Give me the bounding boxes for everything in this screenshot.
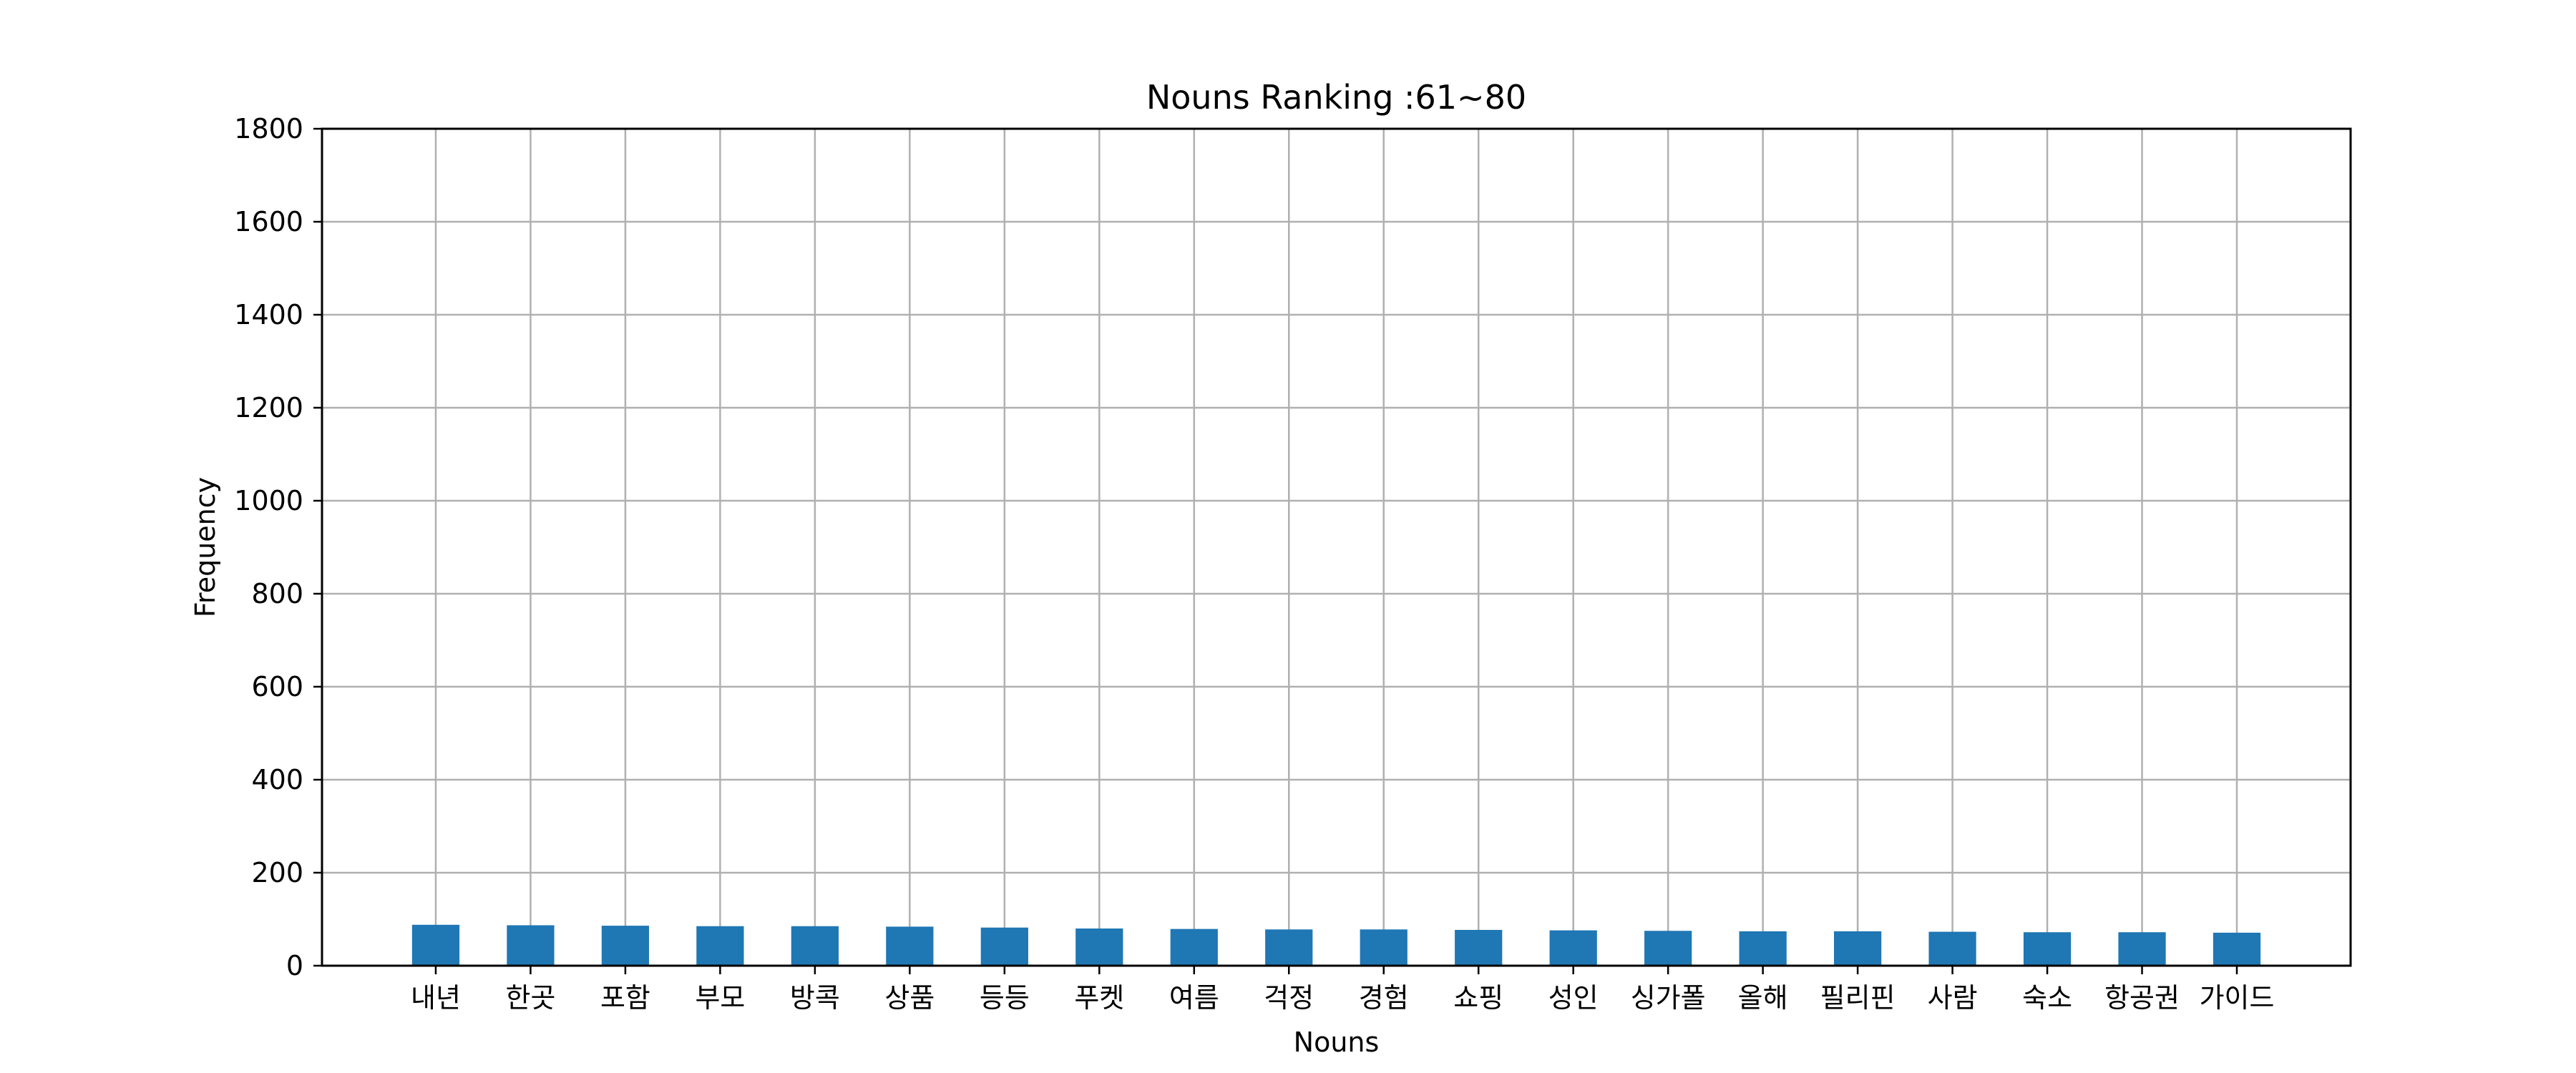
bar [1455, 929, 1503, 966]
x-tick-label: 항공권 [2104, 982, 2180, 1014]
bar [1549, 930, 1597, 966]
x-tick-label: 방콕 [790, 982, 840, 1014]
x-tick-label: 등등 [980, 982, 1030, 1014]
bar [1075, 929, 1123, 966]
bars [411, 924, 2261, 966]
x-tick-label: 여름 [1169, 982, 1219, 1014]
bar [1360, 929, 1407, 966]
y-tick-label: 800 [251, 578, 303, 609]
y-axis-ticks: 0 200 400 600 800 1000 1200 1400 1600 1800 [234, 113, 322, 981]
x-tick-label: 올해 [1738, 982, 1788, 1014]
y-tick-label: 1200 [234, 392, 303, 423]
y-tick-label: 1400 [234, 299, 303, 330]
x-tick-label: 내년 [411, 982, 461, 1014]
bar [791, 926, 839, 966]
bar [886, 926, 934, 966]
x-axis-title: Nouns [1294, 1027, 1380, 1058]
chart-title: Nouns Ranking :61~80 [1146, 78, 1526, 117]
x-tick-label: 성인 [1548, 982, 1599, 1014]
x-tick-label: 가이드 [2200, 982, 2275, 1014]
bar [1834, 931, 1882, 966]
bar [2118, 932, 2166, 966]
bar [601, 926, 650, 966]
x-tick-label: 싱가폴 [1631, 982, 1706, 1014]
bar [1170, 929, 1218, 966]
x-tick-label: 사람 [1928, 982, 1978, 1014]
y-axis-title: Frequency [190, 477, 221, 617]
bar [411, 924, 460, 966]
y-tick-label: 1800 [234, 113, 303, 144]
x-tick-label: 걱정 [1264, 982, 1314, 1014]
x-tick-label: 필리핀 [1820, 982, 1896, 1014]
bar [507, 925, 555, 966]
x-tick-label: 푸켓 [1074, 982, 1124, 1014]
x-tick-label: 경험 [1359, 982, 1409, 1014]
y-tick-label: 400 [251, 764, 303, 795]
x-tick-label: 부모 [695, 982, 745, 1014]
bar [980, 927, 1028, 966]
x-tick-label: 숙소 [2022, 982, 2072, 1014]
y-tick-label: 600 [251, 671, 303, 702]
y-tick-label: 200 [251, 857, 303, 888]
y-tick-label: 1600 [234, 206, 303, 237]
y-tick-label: 1000 [234, 485, 303, 516]
bar [2212, 932, 2261, 966]
x-tick-label: 한곳 [505, 982, 555, 1014]
bar [1644, 931, 1692, 966]
bar [696, 926, 744, 966]
bar [1928, 931, 1976, 966]
bar [2023, 932, 2072, 966]
x-axis-ticks: 내년 한곳 포함 부모 방콕 상품 등등 푸켓 여름 걱정 경험 쇼핑 성인 싱가폴 올해 필리핀 사람 숙소 항공… [411, 966, 2274, 1014]
bar [1739, 931, 1787, 966]
y-tick-label: 0 [286, 950, 303, 981]
plot-frame [321, 127, 2352, 967]
x-tick-label: 포함 [600, 982, 650, 1014]
grid-lines [322, 127, 2351, 967]
x-tick-label: 쇼핑 [1453, 982, 1503, 1014]
x-tick-label: 상품 [884, 982, 935, 1014]
bar [1265, 929, 1313, 966]
